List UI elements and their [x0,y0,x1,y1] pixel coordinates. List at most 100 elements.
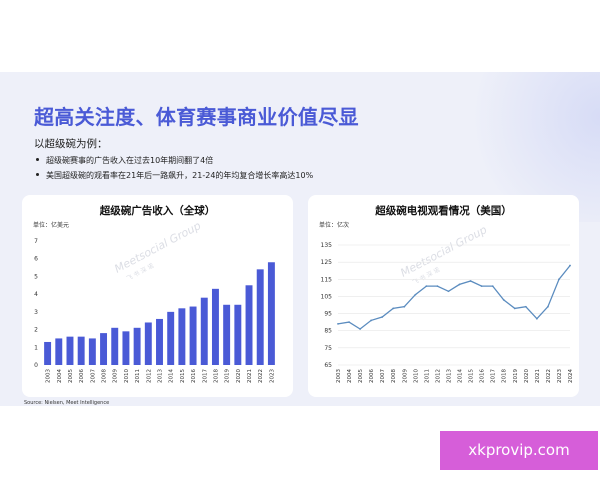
x-tick-label: 2005 [68,369,74,383]
data-point [447,290,450,293]
y-tick-label: 5 [34,273,38,280]
x-tick-label: 2014 [169,369,175,383]
x-tick-label: 2017 [491,369,497,383]
x-tick-label: 2008 [102,369,108,383]
y-tick-label: 75 [324,345,332,352]
page-title: 超高关注度、体育赛事商业价值尽显 [34,105,359,129]
bar [44,341,52,365]
chart-unit-label: 单位：亿美元 [33,222,70,229]
chart-title: 超级碗广告收入（全球） [99,205,216,217]
x-tick-label: 2009 [402,369,408,383]
bullet-dot-icon [36,158,39,161]
x-tick-label: 2017 [202,369,208,383]
bullet-text: 超级碗赛事的广告收入在过去10年期间翻了4倍 [46,156,214,165]
watermark-text: Meetsocial Group [112,219,203,276]
intro-text: 以超级碗为例： [34,138,108,150]
y-tick-label: 125 [321,259,333,266]
bar [111,327,119,365]
y-tick-label: 135 [321,242,333,249]
y-tick-label: 65 [324,362,332,369]
x-tick-label: 2005 [358,369,364,383]
x-tick-label: 2018 [502,369,508,383]
bar [189,306,197,365]
bullet-list: 超级碗赛事的广告收入在过去10年期间翻了4倍 美国超级碗的观看率在21年后一路飙… [34,153,313,183]
data-point [337,322,339,325]
chart-unit-label: 单位：亿次 [319,222,350,229]
x-tick-label: 2023 [557,369,563,383]
data-point [392,307,395,310]
chart-title: 超级碗电视观看情况（美国） [375,205,512,217]
x-tick-label: 2003 [336,369,342,383]
bar [156,318,163,365]
data-point [480,285,483,288]
bar-chart: Meetsocial Group 飞 书 深 诺 0 1 2 3 4 5 6 7 2003 200… [34,219,275,383]
x-tick-label: 2011 [135,369,141,383]
x-tick-label: 2007 [380,369,386,383]
x-tick-label: 2012 [435,369,441,383]
bar [167,311,175,365]
x-tick-label: 2015 [180,369,186,383]
bar [234,304,242,365]
bar [178,308,186,365]
source-note: Source: Nielsen, Meet Intelligence [24,400,110,406]
x-tick-label: 2010 [124,369,130,383]
y-tick-label: 105 [321,293,333,300]
x-tick-label: 2022 [258,369,264,383]
x-tick-label: 2020 [236,369,242,383]
series-line [337,265,571,330]
data-point [414,293,417,296]
y-tick-label: 2 [34,327,38,334]
data-point [469,280,472,282]
bar [66,336,74,365]
y-tick-label: 0 [34,362,38,369]
x-tick-label: 2013 [158,369,164,383]
data-point [535,317,538,320]
bar [211,288,219,365]
x-tick-label: 2004 [347,369,353,383]
y-tick-label: 4 [34,291,38,298]
bullet-item: 超级碗赛事的广告收入在过去10年期间翻了4倍 [34,153,313,168]
data-point [348,321,350,324]
x-tick-label: 2016 [480,369,486,383]
data-point [458,283,461,286]
x-tick-label: 2023 [269,369,275,383]
x-tick-label: 2007 [90,369,96,383]
data-point [502,298,505,301]
x-tick-label: 2016 [191,369,197,383]
tv-viewership-chart-card: 超级碗电视观看情况（美国） 单位：亿次 Meetsocial Group 飞 书… [308,195,579,397]
y-tick-label: 7 [34,238,38,245]
y-tick-label: 85 [324,328,332,335]
x-tick-label: 2013 [446,369,452,383]
x-tick-label: 2024 [568,369,574,383]
data-point [513,307,516,310]
x-tick-label: 2015 [469,369,475,383]
x-tick-label: 2003 [46,369,52,383]
ad-banner-link[interactable]: xkprovip.com [440,431,598,470]
y-tick-label: 1 [34,344,38,351]
y-tick-label: 95 [324,311,332,318]
x-tick-label: 2010 [413,369,419,383]
data-point [403,305,406,308]
x-tick-label: 2020 [524,369,530,383]
bullet-text: 美国超级碗的观看率在21年后一路飙升，21-24的年均复合增长率高达10% [46,171,314,180]
x-tick-label: 2011 [424,369,430,383]
bar [88,338,96,365]
x-tick-label: 2021 [247,369,253,383]
x-tick-label: 2012 [146,369,152,383]
bullet-item: 美国超级碗的观看率在21年后一路飙升，21-24的年均复合增长率高达10% [34,168,313,183]
data-point [436,285,439,288]
x-tick-label: 2006 [369,369,375,383]
line-chart: Meetsocial Group 飞 书 深 诺 657585951051151… [321,223,574,383]
data-point [547,305,549,308]
y-tick-label: 3 [34,309,38,316]
x-tick-label: 2014 [458,369,464,383]
bar [122,331,130,365]
x-tick-label: 2019 [513,369,519,383]
bar [77,336,85,365]
x-tick-label: 2008 [391,369,397,383]
x-tick-label: 2021 [535,369,541,383]
x-tick-label: 2006 [79,369,85,383]
x-tick-label: 2009 [113,369,119,383]
watermark: Meetsocial Group 飞 书 深 诺 [112,219,203,282]
data-point [381,316,384,318]
